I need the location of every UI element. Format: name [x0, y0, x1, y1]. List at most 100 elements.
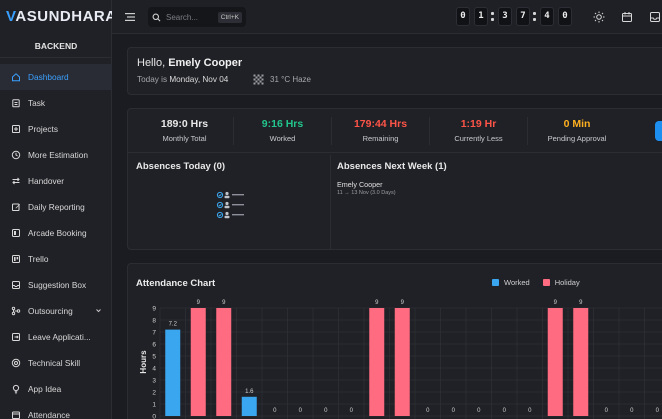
- attendance-bar-chart: 0 1 2 3 4 5 6 7 8 9 Hours 7.2 9 9 1.6 0 0 0 0 9 9 0 0 0 0 0 9 9 0 0 0: [139, 300, 662, 419]
- user-name: Emely Cooper: [168, 57, 243, 69]
- bar-value-label: 9: [197, 300, 201, 306]
- sidebar-item-arcade-booking[interactable]: Arcade Booking: [0, 220, 112, 246]
- inbox-icon: [11, 280, 21, 290]
- menu-toggle-icon[interactable]: [124, 11, 136, 23]
- search-shortcut-badge: Ctrl+K: [217, 11, 242, 23]
- theme-toggle-icon[interactable]: [593, 11, 605, 23]
- legend-label-holiday: Holiday: [554, 278, 580, 287]
- stat-value: 1:19 Hr: [460, 118, 497, 130]
- bar-value-label: 9: [375, 300, 379, 306]
- plus-square-icon: [11, 124, 21, 134]
- bar-value-label: 9: [579, 300, 583, 306]
- y-tick-label: 3: [152, 378, 156, 385]
- bar-value-label: 1.6: [245, 389, 254, 395]
- sidebar-item-outsourcing[interactable]: Outsourcing: [0, 298, 112, 324]
- trello-icon: [11, 254, 21, 264]
- legend-item-worked[interactable]: Worked: [492, 278, 530, 287]
- greeting-text: Hello,: [137, 57, 169, 69]
- sidebar-item-more-estimation[interactable]: More Estimation: [0, 142, 112, 168]
- logo-mark: V: [6, 8, 16, 25]
- bar-worked: [241, 396, 257, 416]
- y-tick-label: 7: [152, 330, 156, 337]
- greeting: Hello, Emely Cooper: [137, 57, 242, 69]
- search-box[interactable]: Search... Ctrl+K: [148, 7, 246, 27]
- sidebar-item-label: Arcade Booking: [28, 228, 87, 238]
- sidebar-item-label: Dashboard: [28, 72, 69, 82]
- calendar-icon[interactable]: [621, 11, 633, 23]
- sidebar-item-technical-skill[interactable]: Technical Skill: [0, 350, 112, 376]
- inbox-icon[interactable]: [649, 11, 661, 23]
- logo-text: ASUNDHARA: [15, 8, 117, 25]
- sidebar-item-attendance[interactable]: Attendance: [0, 402, 112, 419]
- timer-digit: 7: [516, 7, 530, 26]
- legend-item-holiday[interactable]: Holiday: [542, 278, 580, 287]
- bar-value-label: 9: [222, 300, 226, 306]
- sidebar-item-task[interactable]: Task: [0, 90, 112, 116]
- sidebar-item-trello[interactable]: Trello: [0, 246, 112, 272]
- stat-value: 179:44 Hrs: [353, 118, 408, 130]
- bar-value-label: 0: [528, 408, 532, 414]
- sidebar-item-label: Technical Skill: [28, 358, 81, 368]
- sidebar-item-label: Trello: [28, 254, 49, 264]
- calendar-icon: [11, 410, 21, 419]
- stat-value: 189:0 Hrs: [160, 118, 209, 130]
- chart-legend: Worked Holiday: [492, 278, 593, 287]
- app-logo[interactable]: VASUNDHARA: [6, 8, 117, 25]
- stat-monthly-total: 189:0 Hrs Monthly Total: [136, 117, 234, 145]
- bar-value-label: 0: [273, 408, 277, 414]
- sidebar-item-leave-applicati[interactable]: Leave Applicati...: [0, 324, 112, 350]
- timer-digit: 4: [540, 7, 554, 26]
- sidebar-item-label: Attendance: [28, 410, 70, 419]
- sidebar-item-label: Leave Applicati...: [28, 332, 91, 342]
- target-icon: [11, 358, 21, 368]
- sidebar-item-projects[interactable]: Projects: [0, 116, 112, 142]
- sidebar-item-dashboard[interactable]: Dashboard: [0, 64, 112, 90]
- sidebar-section-label: BACKEND: [0, 34, 112, 58]
- today-date: Today is Monday, Nov 04: [137, 75, 228, 84]
- stats-action-button[interactable]: [655, 121, 662, 141]
- sidebar-item-label: Daily Reporting: [28, 202, 85, 212]
- today-date-value: Monday, Nov 04: [169, 75, 229, 84]
- sidebar-item-label: Projects: [28, 124, 58, 134]
- stat-label: Worked: [269, 134, 296, 143]
- stat-label: Remaining: [362, 134, 399, 143]
- today-prefix: Today is: [137, 75, 170, 84]
- search-placeholder[interactable]: Search...: [166, 12, 199, 22]
- share-icon: [11, 306, 21, 316]
- sidebar-item-label: Handover: [28, 176, 64, 186]
- y-tick-label: 4: [152, 366, 156, 373]
- timer-colon: [532, 12, 536, 21]
- bar-value-label: 0: [324, 408, 328, 414]
- legend-label-worked: Worked: [504, 278, 530, 287]
- timer-digit: 3: [498, 7, 512, 26]
- timer-digit: 1: [474, 7, 488, 26]
- bulb-icon: [11, 384, 21, 394]
- bar-value-label: 0: [477, 408, 481, 414]
- y-tick-label: 2: [152, 390, 156, 397]
- sidebar-nav: Dashboard Task Projects More Estimation Hand…: [0, 64, 112, 419]
- sidebar-item-app-idea[interactable]: App Idea: [0, 376, 112, 402]
- search-icon: [152, 13, 161, 21]
- absence-person-name: Emely Cooper: [337, 180, 383, 189]
- sidebar-item-daily-reporting[interactable]: Daily Reporting: [0, 194, 112, 220]
- edit-icon: [11, 202, 21, 212]
- home-icon: [11, 72, 21, 82]
- bar-value-label: 9: [401, 300, 405, 306]
- bar-value-label: 0: [656, 408, 660, 414]
- bar-holiday: [369, 308, 385, 416]
- chevron-down-icon[interactable]: [95, 307, 102, 314]
- y-tick-label: 0: [152, 414, 156, 419]
- stat-currently-less: 1:19 Hr Currently Less: [430, 117, 528, 145]
- weather: 31 °C Haze: [253, 74, 311, 85]
- stat-label: Monthly Total: [162, 134, 207, 143]
- timer-colon: [490, 12, 494, 21]
- sidebar-item-suggestion-box[interactable]: Suggestion Box: [0, 272, 112, 298]
- bar-holiday: [216, 308, 232, 416]
- bar-holiday: [190, 308, 206, 416]
- absences-today-title: Absences Today (0): [136, 161, 226, 172]
- stat-value: 0 Min: [563, 118, 591, 130]
- sidebar-item-handover[interactable]: Handover: [0, 168, 112, 194]
- logout-icon: [11, 332, 21, 342]
- bar-value-label: 0: [452, 408, 456, 414]
- y-tick-label: 9: [152, 306, 156, 313]
